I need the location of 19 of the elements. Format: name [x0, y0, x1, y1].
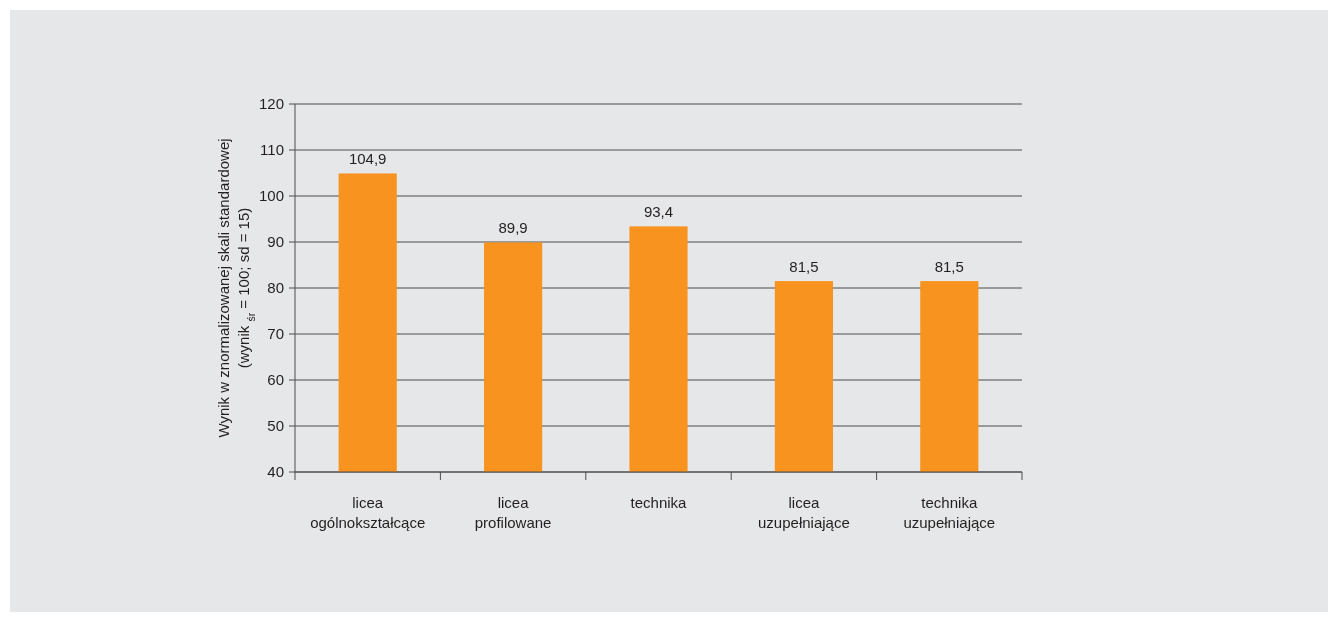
- x-tick-label: licea uzupełniające: [758, 494, 850, 531]
- y-tick-label: 100: [258, 187, 284, 205]
- data-label: 93,4: [643, 203, 674, 221]
- data-label: 104,9: [348, 150, 387, 168]
- data-label: 81,5: [934, 258, 964, 276]
- y-tick-label: 110: [260, 141, 284, 159]
- y-tick-label: 90: [267, 233, 284, 251]
- data-label: 89,9: [498, 219, 528, 237]
- x-tick-label: technika uzupełniające: [903, 494, 996, 531]
- y-tick-label: 40: [267, 463, 284, 481]
- x-tick-label: licea profilowane: [474, 494, 552, 531]
- y-tick-label: 70: [267, 325, 284, 343]
- y-tick-label: 60: [267, 371, 284, 389]
- x-tick-label: licea ogólnokształcące: [310, 494, 426, 531]
- y-tick-label: 120: [258, 95, 284, 113]
- y-tick-label: 50: [267, 417, 284, 435]
- x-tick-label: technika: [630, 494, 688, 511]
- y-tick-label: 80: [267, 279, 284, 297]
- data-label: 81,5: [789, 258, 819, 276]
